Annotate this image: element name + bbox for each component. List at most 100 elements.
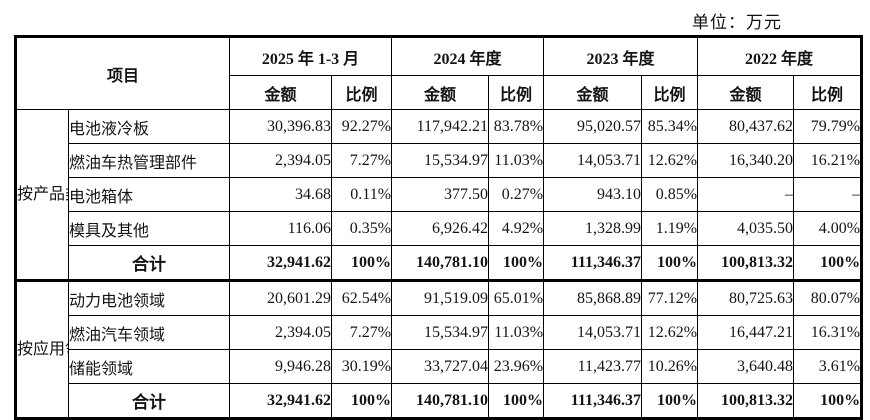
col-header-period-2023: 2023 年度 [543, 36, 699, 76]
ratio-cell: 100% [488, 245, 545, 282]
amount-cell: 9,946.28 [229, 349, 333, 384]
amount-cell: 33,727.04 [391, 349, 490, 384]
ratio-cell: 85.34% [641, 109, 699, 144]
amount-cell: 943.10 [543, 177, 643, 212]
group-label-by-application-field: 按应用领域分类 [15, 280, 69, 419]
col-header-period-2025: 2025 年 1-3 月 [229, 36, 393, 76]
table-row: 按产品类型分类 电池液冷板 30,396.83 92.27% 117,942.2… [15, 109, 863, 282]
amount-cell: 2,394.05 [229, 315, 333, 350]
amount-cell: 80,725.63 [697, 280, 795, 316]
header-row-measures: 金额 比例 金额 比例 金额 比例 金额 比例 [16, 75, 863, 110]
ratio-cell: 83.78% [488, 109, 545, 144]
item-cell: 燃油汽车领域 [67, 315, 231, 350]
ratio-cell: 79.79% [793, 109, 863, 144]
ratio-cell: 16.31% [793, 315, 863, 350]
ratio-cell: 10.26% [641, 349, 699, 384]
ratio-cell: 12.62% [641, 315, 699, 350]
item-cell: 燃油车热管理部件 [67, 143, 231, 178]
amount-cell: 14,053.71 [543, 143, 643, 178]
amount-cell: 95,020.57 [543, 109, 643, 144]
ratio-cell: 30.19% [331, 349, 393, 384]
table-row: 燃油汽车领域 2,394.05 7.27% 15,534.97 11.03% 1… [16, 315, 863, 350]
amount-cell: 3,640.48 [697, 349, 795, 384]
ratio-cell: 100% [488, 383, 545, 419]
ratio-cell: 100% [793, 245, 863, 282]
item-cell: 模具及其他 [67, 211, 231, 246]
amount-cell: 377.50 [391, 177, 490, 212]
amount-cell: 100,813.32 [697, 383, 795, 419]
col-header-amount-2025: 金额 [229, 75, 333, 110]
col-header-ratio-2024: 比例 [488, 75, 545, 110]
amount-cell: 4,035.50 [697, 211, 795, 246]
ratio-cell: 100% [793, 383, 863, 419]
col-header-amount-2022: 金额 [697, 75, 795, 110]
amount-cell: 100,813.32 [697, 245, 795, 282]
amount-cell: 111,346.37 [543, 245, 643, 282]
amount-cell: 91,519.09 [391, 280, 490, 316]
unit-label: 单位：万元 [692, 13, 782, 32]
ratio-cell: 80.07% [793, 280, 863, 316]
amount-cell: 11,423.77 [543, 349, 643, 384]
item-cell: 储能领域 [67, 349, 231, 384]
total-label-cell: 合计 [67, 245, 231, 282]
amount-cell: 85,868.89 [543, 280, 643, 316]
amount-cell: 16,447.21 [697, 315, 795, 350]
amount-cell: 140,781.10 [391, 383, 490, 419]
item-cell: 电池箱体 [67, 177, 231, 212]
item-cell: 电池液冷板 [67, 109, 231, 144]
amount-cell: 32,941.62 [229, 245, 333, 282]
amount-cell: 15,534.97 [391, 143, 490, 178]
amount-cell: 111,346.37 [543, 383, 643, 419]
total-row-by-application-field: 合计 32,941.62 100% 140,781.10 100% 111,34… [16, 383, 863, 419]
col-header-ratio-2022: 比例 [793, 75, 863, 110]
ratio-cell: 11.03% [488, 143, 545, 178]
header-row-periods: 项目 2025 年 1-3 月 2024 年度 2023 年度 2022 年度 [14, 36, 863, 110]
ratio-cell: 100% [641, 383, 699, 419]
ratio-cell: 7.27% [331, 315, 393, 350]
ratio-cell: 92.27% [331, 109, 393, 144]
col-header-amount-2024: 金额 [391, 75, 490, 110]
amount-cell: 1,328.99 [543, 211, 643, 246]
col-header-period-2024: 2024 年度 [391, 36, 545, 76]
amount-cell: 6,926.42 [391, 211, 490, 246]
ratio-cell: 100% [641, 245, 699, 282]
table-row: 按应用领域分类 动力电池领域 20,601.29 62.54% 91,519.0… [15, 280, 863, 419]
amount-cell: – [697, 177, 795, 212]
table-row: 燃油车热管理部件 2,394.05 7.27% 15,534.97 11.03%… [16, 143, 863, 178]
ratio-cell: – [793, 177, 863, 212]
ratio-cell: 12.62% [641, 143, 699, 178]
table-row: 模具及其他 116.06 0.35% 6,926.42 4.92% 1,328.… [16, 211, 863, 246]
amount-cell: 140,781.10 [391, 245, 490, 282]
total-row-by-product-type: 合计 32,941.62 100% 140,781.10 100% 111,34… [16, 245, 863, 282]
item-cell: 动力电池领域 [67, 280, 231, 316]
amount-cell: 30,396.83 [229, 109, 333, 144]
amount-cell: 15,534.97 [391, 315, 490, 350]
amount-cell: 14,053.71 [543, 315, 643, 350]
amount-cell: 80,437.62 [697, 109, 795, 144]
amount-cell: 117,942.21 [391, 109, 490, 144]
ratio-cell: 0.11% [331, 177, 393, 212]
ratio-cell: 100% [331, 245, 393, 282]
amount-cell: 2,394.05 [229, 143, 333, 178]
financial-breakdown-table: 项目 2025 年 1-3 月 2024 年度 2023 年度 2022 年度 … [14, 35, 864, 420]
ratio-cell: 65.01% [488, 280, 545, 316]
col-header-ratio-2025: 比例 [331, 75, 393, 110]
group-label-by-product-type: 按产品类型分类 [15, 109, 69, 282]
ratio-cell: 100% [331, 383, 393, 419]
ratio-cell: 23.96% [488, 349, 545, 384]
table-row: 电池箱体 34.68 0.11% 377.50 0.27% 943.10 0.8… [16, 177, 863, 212]
ratio-cell: 62.54% [331, 280, 393, 316]
amount-cell: 32,941.62 [229, 383, 333, 419]
col-header-amount-2023: 金额 [543, 75, 643, 110]
ratio-cell: 0.27% [488, 177, 545, 212]
col-header-item: 项目 [14, 36, 231, 110]
col-header-ratio-2023: 比例 [641, 75, 699, 110]
ratio-cell: 16.21% [793, 143, 863, 178]
amount-cell: 16,340.20 [697, 143, 795, 178]
ratio-cell: 77.12% [641, 280, 699, 316]
total-label-cell: 合计 [67, 383, 231, 419]
ratio-cell: 3.61% [793, 349, 863, 384]
amount-cell: 20,601.29 [229, 280, 333, 316]
ratio-cell: 0.35% [331, 211, 393, 246]
amount-cell: 34.68 [229, 177, 333, 212]
